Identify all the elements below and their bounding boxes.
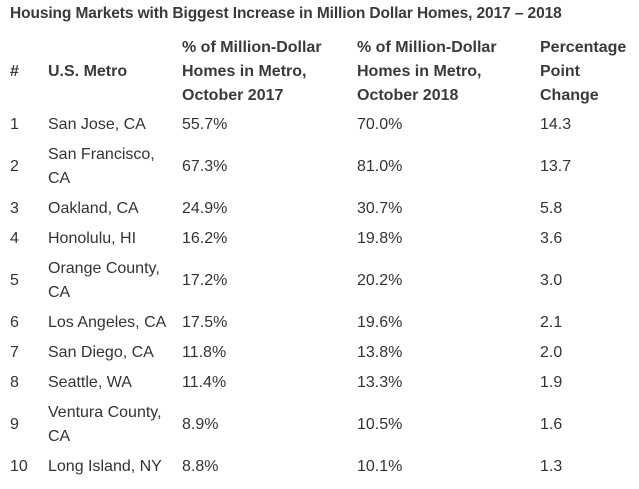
cell-pct-2018: 81.0%	[357, 158, 403, 175]
cell-metro: Orange County, CA	[48, 260, 160, 301]
cell-rank: 4	[10, 230, 19, 247]
cell-rank: 3	[10, 200, 19, 217]
table-row: 4 Honolulu, HI 16.2% 19.8% 3.6	[4, 224, 634, 254]
cell-metro: Long Island, NY	[48, 458, 162, 475]
header-metro: U.S. Metro	[48, 63, 128, 80]
cell-rank: 9	[10, 416, 19, 433]
table-row: 5 Orange County, CA 17.2% 20.2% 3.0	[4, 254, 634, 308]
cell-change: 5.8	[540, 200, 563, 217]
cell-rank: 8	[10, 374, 19, 391]
cell-rank: 2	[10, 158, 19, 175]
cell-change: 1.9	[540, 374, 563, 391]
cell-metro: Oakland, CA	[48, 200, 139, 217]
cell-pct-2018: 13.8%	[357, 344, 403, 361]
table-row: 2 San Francisco, CA 67.3% 81.0% 13.7	[4, 140, 634, 194]
cell-rank: 5	[10, 272, 19, 289]
cell-rank: 7	[10, 344, 19, 361]
header-pct-2018: % of Million-Dollar Homes in Metro, Octo…	[357, 39, 497, 104]
cell-metro: Ventura County, CA	[48, 404, 162, 445]
cell-rank: 6	[10, 314, 19, 331]
cell-pct-2018: 10.5%	[357, 416, 403, 433]
cell-change: 3.6	[540, 230, 563, 247]
table-row: 9 Ventura County, CA 8.9% 10.5% 1.6	[4, 398, 634, 452]
cell-pct-2017: 11.4%	[182, 374, 227, 391]
table-row: 1 San Jose, CA 55.7% 70.0% 14.3	[4, 110, 634, 140]
cell-pct-2017: 55.7%	[182, 116, 228, 133]
cell-change: 13.7	[540, 158, 572, 175]
table-title: Housing Markets with Biggest Increase in…	[10, 5, 562, 22]
header-rank: #	[10, 63, 19, 80]
table-row: 3 Oakland, CA 24.9% 30.7% 5.8	[4, 194, 634, 224]
cell-pct-2017: 8.9%	[182, 416, 219, 433]
cell-metro: San Francisco, CA	[48, 146, 155, 187]
table-row: 7 San Diego, CA 11.8% 13.8% 2.0	[4, 338, 634, 368]
cell-pct-2018: 10.1%	[357, 458, 403, 475]
cell-pct-2017: 8.8%	[182, 458, 219, 475]
cell-metro: Seattle, WA	[48, 374, 132, 391]
header-row: # U.S. Metro % of Million-Dollar Homes i…	[4, 33, 634, 110]
cell-pct-2017: 17.5%	[182, 314, 228, 331]
header-change: Percentage Point Change	[540, 39, 627, 104]
cell-pct-2018: 19.8%	[357, 230, 403, 247]
cell-metro: Los Angeles, CA	[48, 314, 167, 331]
cell-change: 14.3	[540, 116, 572, 133]
cell-change: 3.0	[540, 272, 563, 289]
cell-change: 1.6	[540, 416, 563, 433]
table-body: 1 San Jose, CA 55.7% 70.0% 14.3 2 San Francisc…	[4, 110, 634, 482]
cell-pct-2017: 24.9%	[182, 200, 228, 217]
cell-pct-2018: 13.3%	[357, 374, 403, 391]
table-row: 6 Los Angeles, CA 17.5% 19.6% 2.1	[4, 308, 634, 338]
cell-pct-2018: 70.0%	[357, 116, 403, 133]
cell-change: 1.3	[540, 458, 563, 475]
cell-change: 2.1	[540, 314, 563, 331]
cell-change: 2.0	[540, 344, 563, 361]
table-row: 8 Seattle, WA 11.4% 13.3% 1.9	[4, 368, 634, 398]
cell-rank: 1	[10, 116, 19, 133]
cell-rank: 10	[10, 458, 28, 475]
cell-pct-2017: 67.3%	[182, 158, 228, 175]
cell-metro: San Diego, CA	[48, 344, 154, 361]
header-pct-2017: % of Million-Dollar Homes in Metro, Octo…	[182, 39, 322, 104]
cell-pct-2017: 11.8%	[182, 344, 227, 361]
cell-pct-2018: 30.7%	[357, 200, 403, 217]
cell-pct-2017: 16.2%	[182, 230, 228, 247]
cell-metro: San Jose, CA	[48, 116, 146, 133]
cell-pct-2018: 19.6%	[357, 314, 403, 331]
housing-table: # U.S. Metro % of Million-Dollar Homes i…	[4, 33, 634, 482]
cell-pct-2018: 20.2%	[357, 272, 403, 289]
cell-pct-2017: 17.2%	[182, 272, 228, 289]
cell-metro: Honolulu, HI	[48, 230, 137, 247]
table-row: 10 Long Island, NY 8.8% 10.1% 1.3	[4, 452, 634, 482]
